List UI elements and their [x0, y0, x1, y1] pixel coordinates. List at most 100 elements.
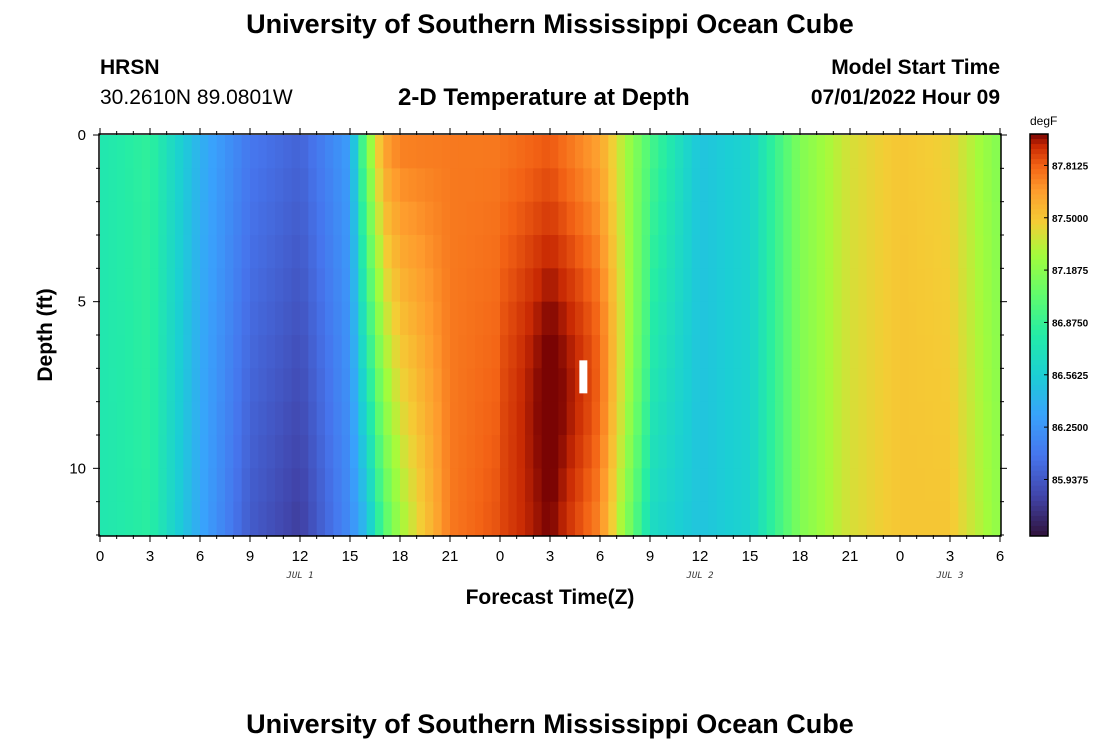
heatmap-cell: [116, 335, 126, 369]
heatmap-cell: [608, 335, 618, 369]
heatmap-cell: [700, 435, 709, 469]
heatmap-cell: [208, 201, 218, 236]
heatmap-cell: [516, 268, 526, 303]
heatmap-cell: [758, 201, 768, 236]
heatmap-cell: [241, 168, 251, 203]
heatmap-cell: [341, 135, 351, 169]
heatmap-cell: [158, 301, 168, 336]
heatmap-cell: [725, 201, 734, 236]
heatmap-cell: [733, 301, 743, 336]
heatmap-cell: [816, 501, 826, 536]
heatmap-cell: [300, 301, 309, 336]
colorbar-swatch: [1030, 284, 1048, 291]
heatmap-cell: [650, 401, 659, 436]
heatmap-cell: [366, 235, 376, 269]
heatmap-cell: [291, 501, 301, 536]
heatmap-cell: [400, 201, 409, 236]
heatmap-cell: [625, 301, 634, 336]
heatmap-cell: [583, 168, 593, 203]
heatmap-cell: [900, 235, 909, 269]
heatmap-cell: [300, 368, 309, 403]
heatmap-cell: [325, 235, 334, 269]
heatmap-cell: [958, 135, 968, 169]
heatmap-cell: [475, 235, 484, 269]
heatmap-cell: [141, 501, 151, 536]
colorbar-swatch: [1030, 309, 1048, 316]
heatmap-cell: [750, 201, 759, 236]
heatmap-cell: [108, 201, 118, 236]
heatmap-cell: [916, 401, 926, 436]
heatmap-cell: [225, 435, 234, 469]
heatmap-cell: [475, 268, 484, 303]
heatmap-cell: [966, 401, 976, 436]
y-axis-ticks: 0 5 10: [69, 127, 1007, 536]
heatmap-cell: [575, 435, 584, 469]
heatmap-cell: [383, 235, 393, 269]
heatmap-cell: [933, 168, 943, 203]
heatmap-cell: [533, 468, 543, 503]
heatmap-cell: [650, 435, 659, 469]
heatmap-cell: [741, 301, 751, 336]
heatmap-cell: [825, 268, 834, 303]
model-start-value: 07/01/2022 Hour 09: [810, 86, 1000, 109]
heatmap-cell: [158, 335, 168, 369]
heatmap-cell: [966, 335, 976, 369]
heatmap-cell: [341, 168, 351, 203]
heatmap-cell: [233, 268, 243, 303]
heatmap-cell: [333, 368, 343, 403]
heatmap-cell: [325, 468, 334, 503]
heatmap-cell: [466, 401, 476, 436]
heatmap-cell: [658, 201, 668, 236]
heatmap-cell: [575, 468, 584, 503]
heatmap-cell: [825, 368, 834, 403]
heatmap-cell: [666, 501, 676, 536]
heatmap-cell: [425, 468, 434, 503]
heatmap-cell: [825, 135, 834, 169]
heatmap-cell: [341, 235, 351, 269]
heatmap-cell: [133, 501, 143, 536]
heatmap-cell: [433, 201, 443, 236]
heatmap-cell: [225, 201, 234, 236]
heatmap-cell: [683, 268, 693, 303]
heatmap-cell: [908, 235, 918, 269]
heatmap-cell: [308, 435, 318, 469]
heatmap-cell: [850, 368, 859, 403]
heatmap-cell: [750, 335, 759, 369]
heatmap-cell: [550, 235, 559, 269]
heatmap-cell: [900, 435, 909, 469]
heatmap-cell: [583, 368, 593, 403]
heatmap-cell: [883, 335, 893, 369]
heatmap-cell: [941, 301, 951, 336]
heatmap-cell: [850, 201, 859, 236]
heatmap-cell: [608, 301, 618, 336]
heatmap-cell: [991, 501, 1001, 536]
heatmap-cell: [483, 268, 493, 303]
heatmap-cell: [208, 501, 218, 536]
heatmap-cell: [183, 168, 193, 203]
heatmap-cell: [341, 268, 351, 303]
heatmap-cell: [158, 401, 168, 436]
heatmap-cell: [383, 435, 393, 469]
heatmap-cell: [583, 435, 593, 469]
heatmap-cell: [766, 501, 776, 536]
heatmap-cell: [925, 135, 934, 169]
heatmap-cell: [291, 301, 301, 336]
heatmap-cell: [566, 468, 576, 503]
heatmap-cell: [883, 468, 893, 503]
heatmap-cell: [466, 235, 476, 269]
heatmap-cell: [483, 401, 493, 436]
heatmap-cell: [366, 135, 376, 169]
heatmap-cell: [816, 368, 826, 403]
heatmap-cell: [850, 268, 859, 303]
heatmap-cell: [533, 501, 543, 536]
heatmap-cell: [916, 335, 926, 369]
heatmap-cell: [658, 401, 668, 436]
heatmap-cell: [941, 201, 951, 236]
heatmap-cell: [500, 168, 509, 203]
heatmap-cell: [183, 435, 193, 469]
heatmap-cell: [625, 335, 634, 369]
heatmap-cell: [975, 335, 984, 369]
heatmap-cell: [991, 268, 1001, 303]
x-tick-label: 21: [442, 548, 459, 565]
date-label: JUL 3: [935, 571, 963, 581]
